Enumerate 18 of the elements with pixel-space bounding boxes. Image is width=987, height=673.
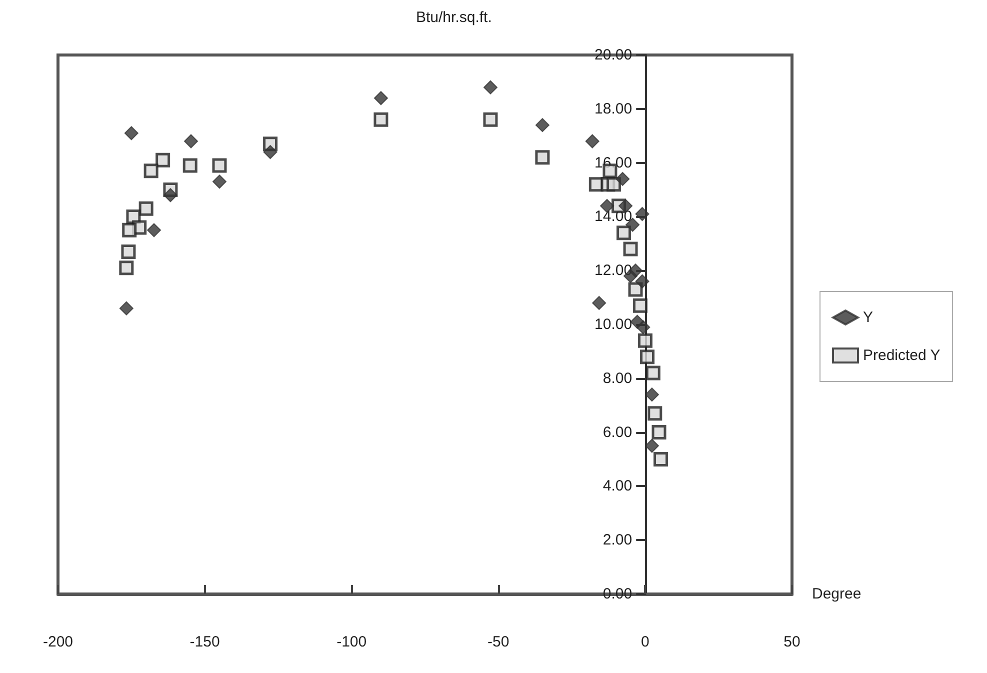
y-tick-label: 6.00 [602, 424, 632, 441]
y-tick-label: 16.00 [594, 154, 632, 172]
y-tick-label: 14.00 [594, 208, 632, 226]
y-tick-label: 2.00 [602, 532, 632, 549]
x-tick-label: -200 [42, 634, 74, 650]
y-axis-title: Btu/hr.sq.ft. [416, 9, 492, 26]
x-tick-label: -50 [488, 634, 510, 650]
x-tick-label: -100 [336, 634, 367, 650]
x-axis-title: Degree [812, 586, 862, 602]
y-tick-label: 4.00 [602, 478, 632, 495]
y-tick-label: 18.00 [594, 100, 632, 118]
x-tick-label: 50 [784, 634, 800, 650]
x-tick-label: 0 [641, 634, 650, 650]
y-tick-label: 8.00 [602, 370, 632, 387]
legend-label: Y [863, 309, 874, 326]
x-tick-label: -150 [190, 634, 220, 650]
legend-label: Predicted Y [863, 347, 940, 364]
y-tick-label: 10.00 [594, 316, 632, 333]
